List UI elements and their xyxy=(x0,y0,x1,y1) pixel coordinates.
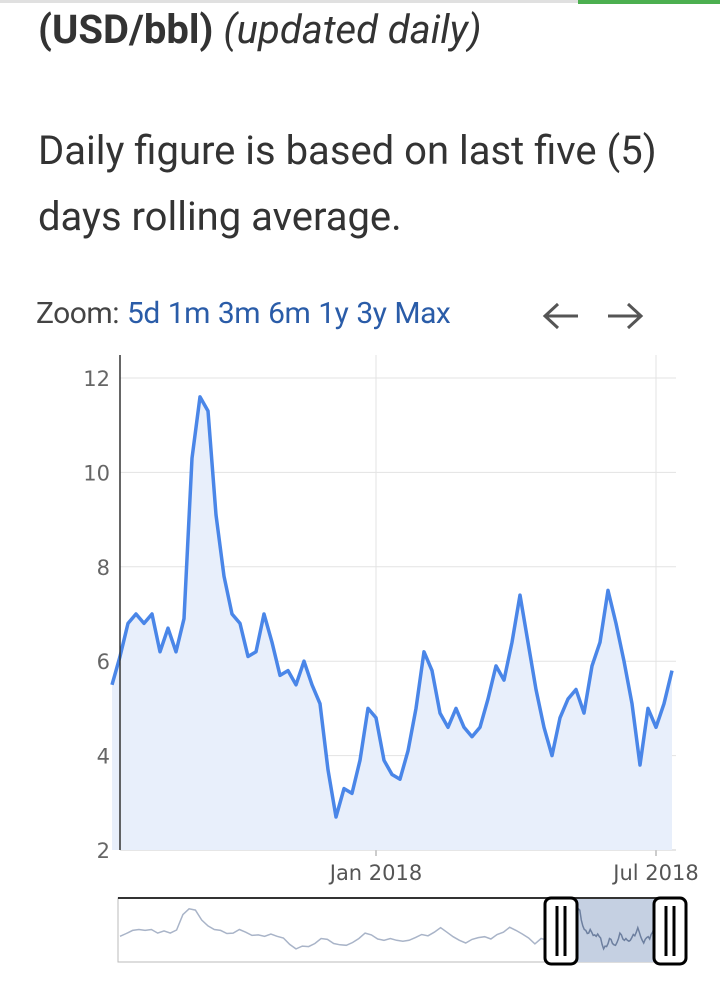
y-tick-label: 10 xyxy=(83,461,110,485)
x-tick-label: Jan 2018 xyxy=(328,861,423,885)
zoom-option[interactable]: 1m xyxy=(167,296,211,331)
navigator-line xyxy=(119,907,561,950)
plot xyxy=(110,395,674,850)
heading: (USD/bbl) (updated daily) xyxy=(38,6,482,53)
zoom-label: Zoom: xyxy=(36,296,119,331)
y-tick-label: 8 xyxy=(97,556,110,580)
navigator-handle[interactable] xyxy=(543,896,579,966)
arrow-right-icon[interactable] xyxy=(608,302,644,330)
progress-bar xyxy=(578,0,720,4)
arrow-left[interactable] xyxy=(542,302,578,330)
arrow-left-icon[interactable] xyxy=(542,302,578,330)
zoom-option[interactable]: 5d xyxy=(126,296,160,331)
zoom-option[interactable]: 1y xyxy=(318,296,349,331)
y-tick-label: 6 xyxy=(97,650,110,674)
zoom-option[interactable]: Max xyxy=(394,296,451,331)
description: Daily figure is based on last five (5) d… xyxy=(38,127,657,240)
line xyxy=(110,395,674,819)
update-note: (updated daily) xyxy=(223,6,482,53)
y-tick-label: 2 xyxy=(97,839,110,863)
navigator-handle[interactable] xyxy=(652,896,688,966)
y-tick-label: 12 xyxy=(83,367,110,391)
navigator-line xyxy=(561,907,667,951)
y-tick-label: 4 xyxy=(97,745,110,769)
navigator-selection xyxy=(562,898,668,962)
zoom-option[interactable]: 6m xyxy=(268,296,311,331)
arrow-right[interactable] xyxy=(608,302,644,330)
zoom-option[interactable]: 3m xyxy=(217,296,261,331)
x-tick-label: Jul 2018 xyxy=(611,861,698,885)
unit: (USD/bbl) xyxy=(38,6,214,53)
zoom-bar: Zoom: 5d 1m 3m 6m 1y 3y Max xyxy=(36,296,451,331)
area xyxy=(112,396,672,850)
handle-left[interactable] xyxy=(543,896,579,966)
top-border xyxy=(0,0,720,3)
handle-right[interactable] xyxy=(652,896,688,966)
navigator xyxy=(117,897,683,963)
zoom-option[interactable]: 3y xyxy=(356,296,387,331)
